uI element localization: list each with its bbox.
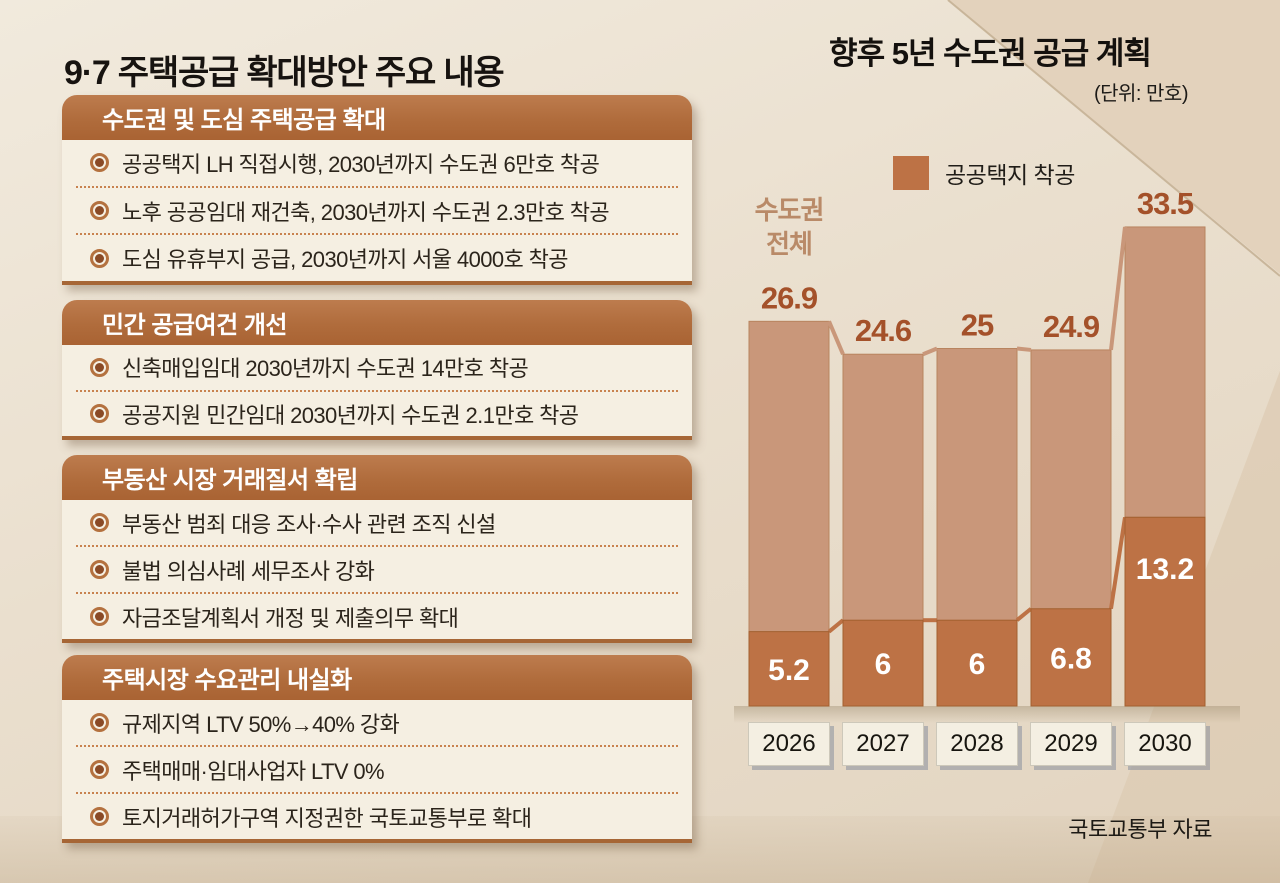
section-header-label: 민간 공급여건 개선 bbox=[102, 312, 287, 339]
legend-label: 공공택지 착공 bbox=[945, 162, 1075, 188]
chart-unit-label: (단위: 만호) bbox=[1093, 83, 1189, 105]
page-title: 9·7 주택공급 확대방안 주요 내용 bbox=[64, 53, 505, 92]
chart-title: 향후 5년 수도권 공급 계획 bbox=[829, 36, 1152, 71]
policy-item-text: 자금조달계획서 개정 및 제출의무 확대 bbox=[122, 605, 459, 631]
section-card-2: 민간 공급여건 개선 신축매입임대 2030년까지 수도권 14만호 착공 공공… bbox=[62, 300, 692, 440]
x-axis-label-2027: 2027 bbox=[842, 722, 924, 766]
label-public-2029: 6.8 bbox=[1050, 642, 1092, 675]
bullet-icon bbox=[90, 513, 109, 532]
section-header: 수도권 및 도심 주택공급 확대 bbox=[62, 95, 692, 140]
policy-list-item: 불법 의심사례 세무조사 강화 bbox=[76, 545, 678, 592]
policy-item-text: 토지거래허가구역 지정권한 국토교통부로 확대 bbox=[122, 805, 532, 831]
chart-legend: 공공택지 착공 bbox=[893, 156, 1075, 190]
connector-public-4 bbox=[1109, 516, 1127, 610]
bullet-icon bbox=[90, 713, 109, 732]
section-card-1: 수도권 및 도심 주택공급 확대 공공택지 LH 직접시행, 2030년까지 수… bbox=[62, 95, 692, 285]
bullet-icon bbox=[90, 404, 109, 424]
section-header-label: 부동산 시장 거래질서 확립 bbox=[102, 467, 358, 494]
connector-public-1 bbox=[827, 618, 845, 634]
label-public-2027: 6 bbox=[875, 648, 892, 681]
bullet-icon bbox=[90, 201, 109, 220]
policy-list-item: 자금조달계획서 개정 및 제출의무 확대 bbox=[76, 592, 678, 639]
series-total-label: 수도권 전체 bbox=[754, 195, 825, 259]
label-total-2029: 24.9 bbox=[1043, 309, 1100, 344]
policy-list-item: 공공택지 LH 직접시행, 2030년까지 수도권 6만호 착공 bbox=[76, 140, 678, 186]
policy-list-item: 토지거래허가구역 지정권한 국토교통부로 확대 bbox=[76, 792, 678, 839]
section-body: 공공택지 LH 직접시행, 2030년까지 수도권 6만호 착공 노후 공공임대… bbox=[62, 140, 692, 281]
connector-public-3 bbox=[1015, 607, 1033, 622]
policy-item-text: 규제지역 LTV 50%→40% 강화 bbox=[122, 711, 400, 737]
bullet-icon bbox=[90, 357, 109, 377]
bullet-icon bbox=[90, 607, 109, 626]
bar-public-2027 bbox=[842, 619, 924, 707]
policy-item-text: 주택매매·임대사업자 LTV 0% bbox=[122, 758, 385, 784]
bar-public-2026 bbox=[748, 631, 830, 707]
bar-public-2030 bbox=[1124, 516, 1206, 707]
section-card-4: 주택시장 수요관리 내실화 규제지역 LTV 50%→40% 강화 주택매매·임… bbox=[62, 655, 692, 843]
policy-item-text: 부동산 범죄 대응 조사·수사 관련 조직 신설 bbox=[122, 511, 496, 537]
bullet-icon bbox=[90, 760, 109, 779]
bar-public-2029 bbox=[1030, 608, 1112, 707]
bar-public-2028 bbox=[936, 619, 1018, 707]
section-body: 신축매입임대 2030년까지 수도권 14만호 착공 공공지원 민간임대 203… bbox=[62, 345, 692, 436]
legend-swatch-icon bbox=[893, 156, 929, 190]
section-body: 규제지역 LTV 50%→40% 강화 주택매매·임대사업자 LTV 0% 토지… bbox=[62, 700, 692, 839]
policy-item-text: 공공택지 LH 직접시행, 2030년까지 수도권 6만호 착공 bbox=[122, 151, 600, 177]
section-header: 주택시장 수요관리 내실화 bbox=[62, 655, 692, 700]
section-header: 민간 공급여건 개선 bbox=[62, 300, 692, 345]
policy-list-item: 공공지원 민간임대 2030년까지 수도권 2.1만호 착공 bbox=[76, 389, 678, 437]
x-axis-label-2030: 2030 bbox=[1124, 722, 1206, 766]
chart-area: 공공택지 착공 수도권 전체 26.9 24.6 25 24.9 33.5 5.2 6 6 6.… bbox=[734, 150, 1240, 795]
section-header-label: 수도권 및 도심 주택공급 확대 bbox=[102, 107, 386, 134]
label-public-2026: 5.2 bbox=[768, 654, 810, 687]
bullet-icon bbox=[90, 560, 109, 579]
source-credit: 국토교통부 자료 bbox=[1068, 817, 1212, 842]
connector-total-1 bbox=[827, 320, 845, 356]
bullet-icon bbox=[90, 153, 109, 173]
connector-total-2 bbox=[922, 346, 938, 357]
section-header: 부동산 시장 거래질서 확립 bbox=[62, 455, 692, 500]
label-public-2028: 6 bbox=[969, 648, 986, 681]
section-body: 부동산 범죄 대응 조사·수사 관련 조직 신설 불법 의심사례 세무조사 강화… bbox=[62, 500, 692, 639]
x-axis-label-2026: 2026 bbox=[748, 722, 830, 766]
connector-total-3 bbox=[1016, 346, 1032, 352]
policy-item-text: 도심 유휴부지 공급, 2030년까지 서울 4000호 착공 bbox=[122, 247, 569, 273]
label-total-2026: 26.9 bbox=[761, 280, 818, 315]
policy-list-item: 신축매입임대 2030년까지 수도권 14만호 착공 bbox=[76, 345, 678, 390]
policy-list-item: 노후 공공임대 재건축, 2030년까지 수도권 2.3만호 착공 bbox=[76, 185, 678, 234]
chart-baseline-shadow bbox=[734, 706, 1240, 723]
policy-list-item: 주택매매·임대사업자 LTV 0% bbox=[76, 745, 678, 792]
connector-total-4 bbox=[1109, 226, 1127, 351]
x-axis-label-2029: 2029 bbox=[1030, 722, 1112, 766]
label-total-2030: 33.5 bbox=[1137, 186, 1194, 221]
section-header-label: 주택시장 수요관리 내실화 bbox=[102, 667, 352, 694]
policy-list-item: 규제지역 LTV 50%→40% 강화 bbox=[76, 700, 678, 745]
bullet-icon bbox=[90, 248, 109, 268]
section-card-3: 부동산 시장 거래질서 확립 부동산 범죄 대응 조사·수사 관련 조직 신설 … bbox=[62, 455, 692, 643]
policy-item-text: 신축매입임대 2030년까지 수도권 14만호 착공 bbox=[122, 356, 529, 382]
x-axis-label-2028: 2028 bbox=[936, 722, 1018, 766]
bar-chart: 26.9 24.6 25 24.9 33.5 5.2 6 6 6.8 13.2 bbox=[748, 186, 1206, 707]
label-total-2027: 24.6 bbox=[855, 313, 912, 348]
policy-list-item: 부동산 범죄 대응 조사·수사 관련 조직 신설 bbox=[76, 500, 678, 545]
label-public-2030: 13.2 bbox=[1136, 553, 1194, 586]
policy-item-text: 공공지원 민간임대 2030년까지 수도권 2.1만호 착공 bbox=[122, 402, 579, 428]
policy-list-item: 도심 유휴부지 공급, 2030년까지 서울 4000호 착공 bbox=[76, 233, 678, 281]
policy-item-text: 노후 공공임대 재건축, 2030년까지 수도권 2.3만호 착공 bbox=[122, 199, 610, 225]
policy-item-text: 불법 의심사례 세무조사 강화 bbox=[122, 558, 375, 584]
label-total-2028: 25 bbox=[961, 308, 994, 343]
bullet-icon bbox=[90, 807, 109, 826]
